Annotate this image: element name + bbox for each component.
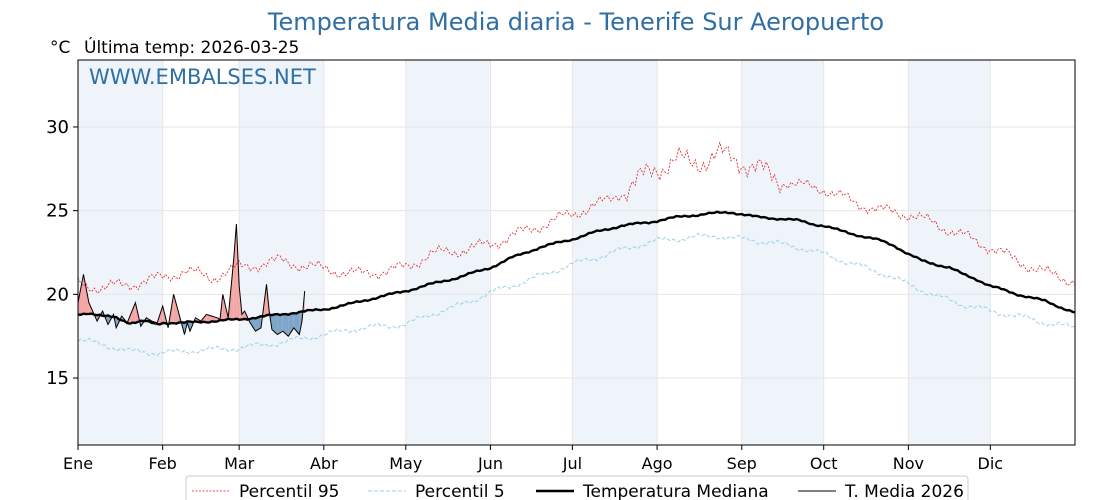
month-band-nov xyxy=(908,60,991,445)
legend-item-t-media-2026-label: T. Media 2026 xyxy=(844,482,964,500)
watermark: WWW.EMBALSES.NET xyxy=(89,65,316,89)
tick-label-x-sep: Sep xyxy=(727,454,757,473)
legend-box xyxy=(185,475,969,500)
tick-label-x-mar: Mar xyxy=(224,454,255,473)
tick-label-x-dic: Dic xyxy=(978,454,1004,473)
tick-label-x-may: May xyxy=(389,454,422,473)
last-temp-label: Última temp: 2026-03-25 xyxy=(84,38,300,58)
tick-label-x-jul: Jul xyxy=(562,454,582,473)
legend-item-temperatura-mediana-label: Temperatura Mediana xyxy=(582,482,769,500)
tick-label-x-abr: Abr xyxy=(310,454,338,473)
month-band-may xyxy=(405,60,491,445)
fill-below-median xyxy=(277,314,283,335)
fill-above-median xyxy=(233,224,237,320)
fill-below-median xyxy=(255,316,262,332)
legend-item-percentil-5-label: Percentil 5 xyxy=(415,482,505,500)
month-band-sep xyxy=(741,60,824,445)
tick-label-x-ago: Ago xyxy=(642,454,673,473)
fill-below-median xyxy=(288,312,294,337)
y-unit-label: °C xyxy=(50,38,71,58)
tick-label-x-nov: Nov xyxy=(893,454,924,473)
tick-label-x-ene: Ene xyxy=(63,454,93,473)
tick-label-y-25: 25 xyxy=(46,201,69,222)
plot-frame xyxy=(77,59,1076,446)
month-band-mar xyxy=(239,60,324,445)
tick-label-y-20: 20 xyxy=(46,284,69,305)
tick-label-x-feb: Feb xyxy=(149,454,177,473)
legend-item-percentil-95-label: Percentil 95 xyxy=(239,482,339,500)
fill-below-median xyxy=(250,317,256,332)
month-band-ene xyxy=(78,60,163,445)
fill-above-median xyxy=(173,294,180,323)
fill-below-median xyxy=(271,314,278,335)
tick-label-y-15: 15 xyxy=(46,368,69,389)
tick-label-y-30: 30 xyxy=(46,117,69,138)
tick-label-x-oct: Oct xyxy=(810,454,838,473)
tick-label-x-jun: Jun xyxy=(477,454,503,473)
series-percentil-5 xyxy=(77,232,1076,357)
fill-above-median xyxy=(83,274,89,314)
fill-above-median xyxy=(241,311,245,320)
fill-above-median xyxy=(211,316,218,322)
chart-title: Temperatura Media diaria - Tenerife Sur … xyxy=(267,8,885,36)
series-percentil-95 xyxy=(77,141,1076,294)
month-band-jul xyxy=(572,60,658,445)
series-temperatura-mediana xyxy=(77,210,1076,326)
fill-below-median xyxy=(282,313,289,337)
series-t-media-2026 xyxy=(77,223,306,337)
